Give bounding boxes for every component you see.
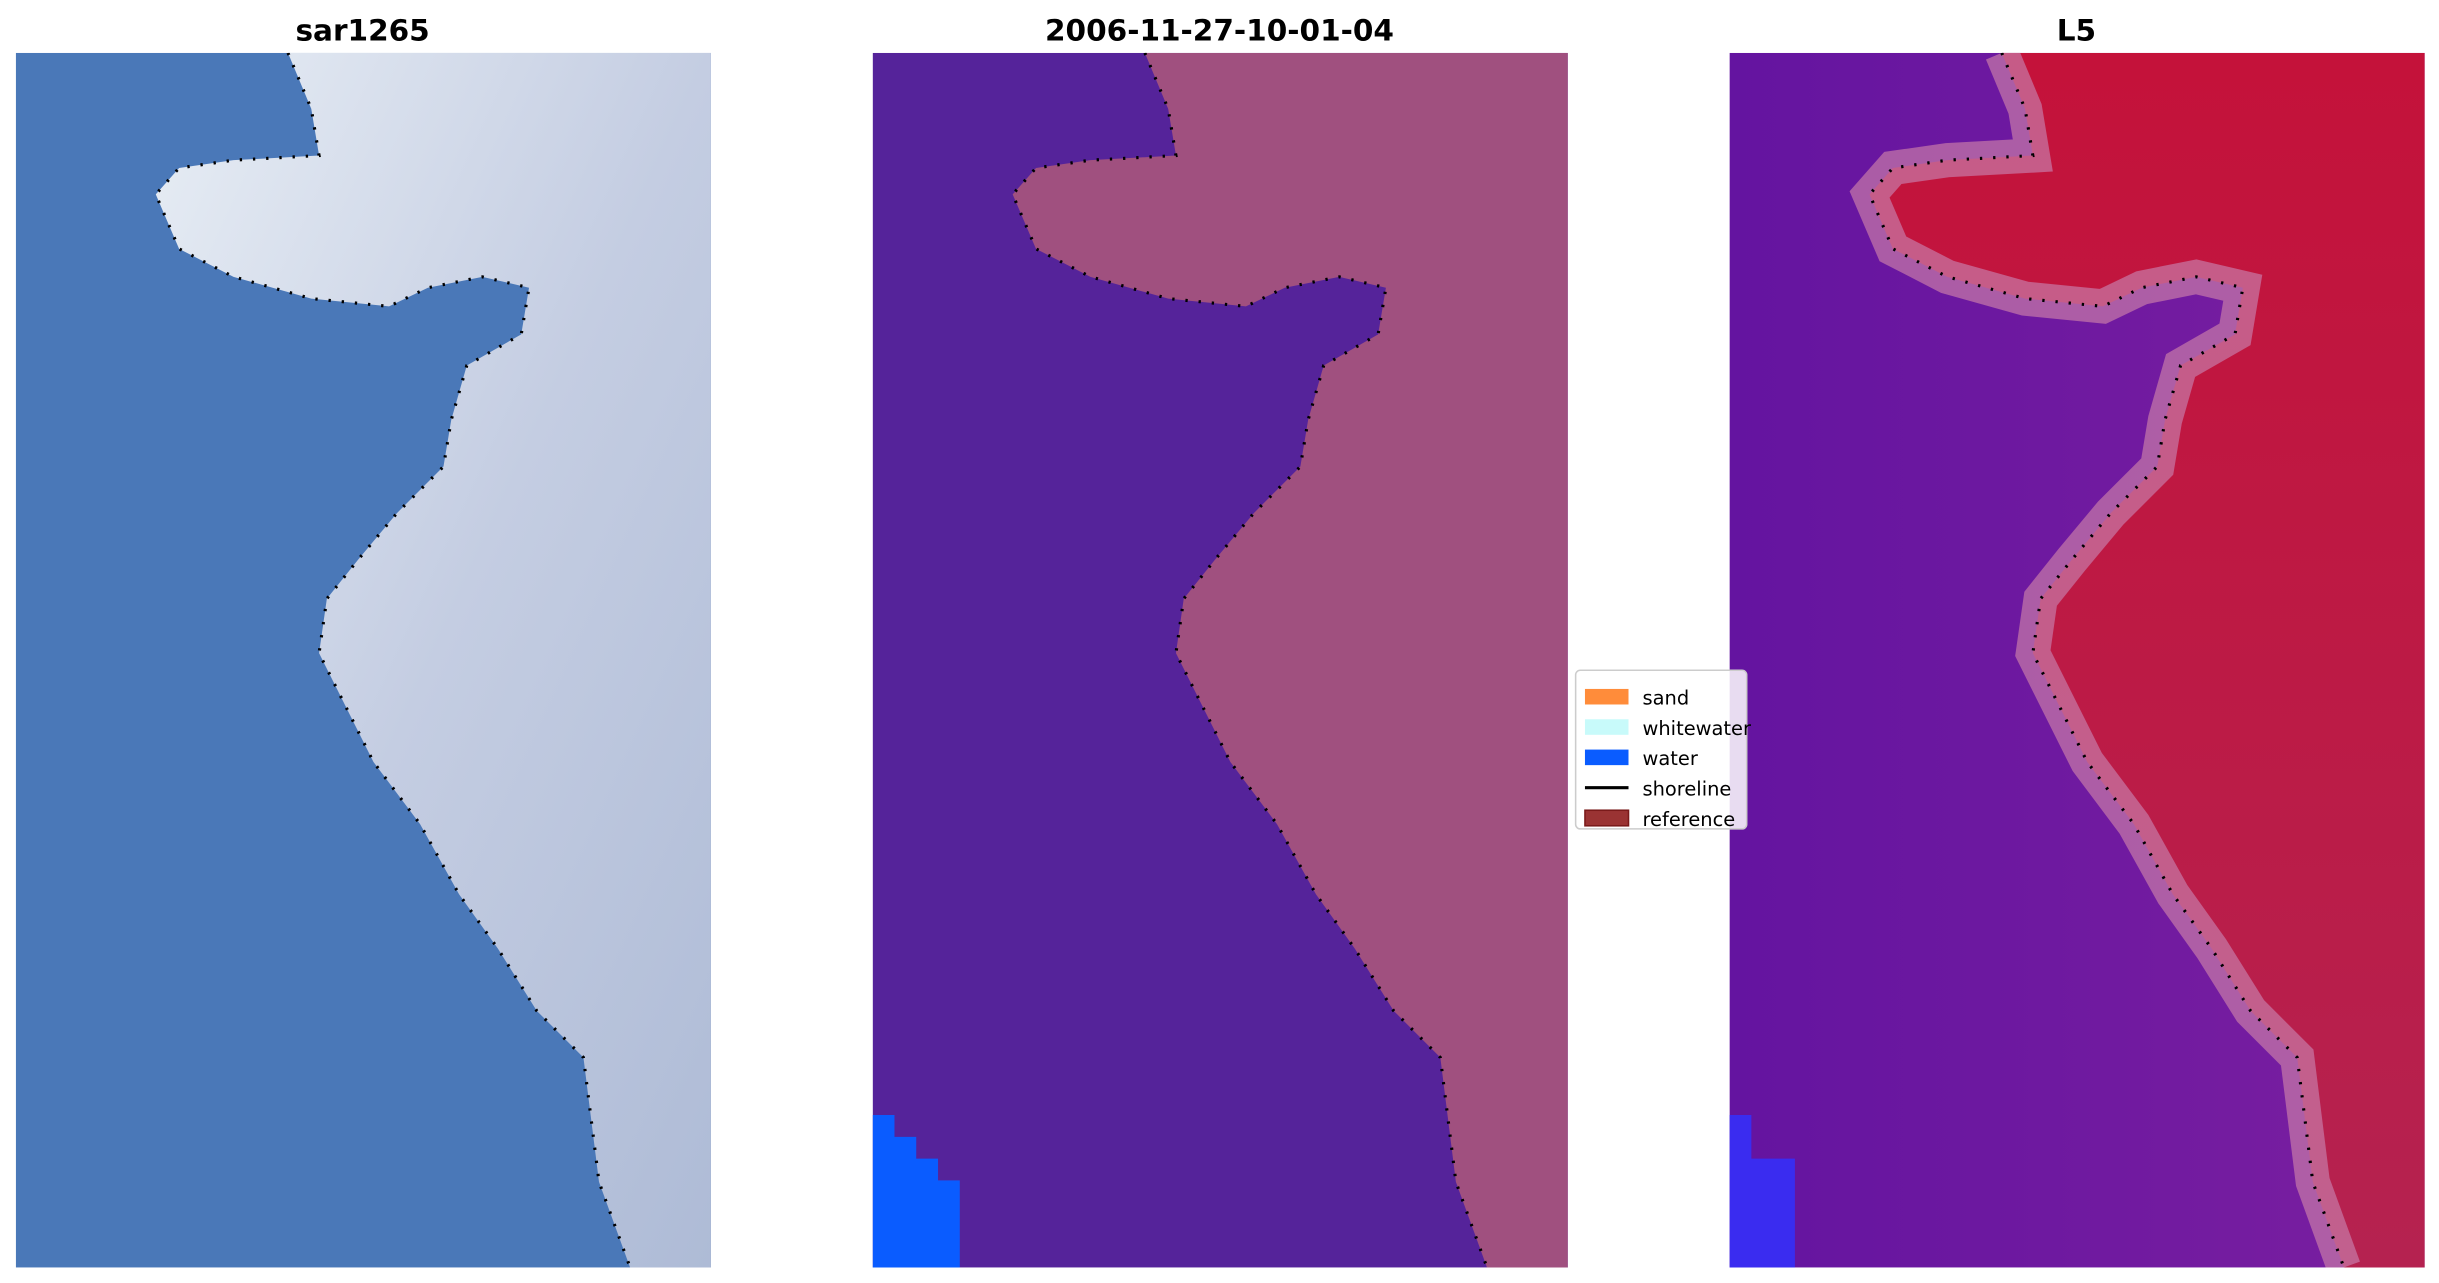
legend-marker-whitewater bbox=[1584, 719, 1629, 735]
legend-label-water: water bbox=[1643, 747, 1698, 770]
legend-marker-sand bbox=[1584, 688, 1629, 705]
legend-label-reference: reference bbox=[1643, 808, 1736, 831]
legend-label-sand: sand bbox=[1643, 686, 1690, 709]
classified-image-panel bbox=[872, 52, 1568, 1268]
index-land-area bbox=[1869, 52, 2425, 1268]
legend-marker-reference bbox=[1584, 809, 1630, 827]
panel-title-date: 2006-11-27-10-01-04 bbox=[1045, 13, 1394, 47]
legend-label-whitewater: whitewater bbox=[1643, 717, 1752, 740]
legend-label-shoreline: shoreline bbox=[1643, 777, 1732, 800]
rgb-land-area bbox=[155, 52, 711, 1268]
index-image-panel bbox=[1729, 52, 2425, 1268]
classified-land-area bbox=[1012, 52, 1568, 1268]
panel-title-index: L5 bbox=[2057, 13, 2096, 47]
index-transition-band bbox=[1849, 52, 2360, 1268]
rgb-image-panel bbox=[15, 52, 711, 1268]
legend-marker-water bbox=[1584, 749, 1629, 766]
legend: sand whitewater water shoreline reference bbox=[1574, 669, 1752, 831]
classified-water-blue bbox=[872, 1115, 960, 1268]
panel-title-rgb: sar1265 bbox=[295, 13, 429, 47]
index-water-blue bbox=[1729, 1115, 1795, 1268]
